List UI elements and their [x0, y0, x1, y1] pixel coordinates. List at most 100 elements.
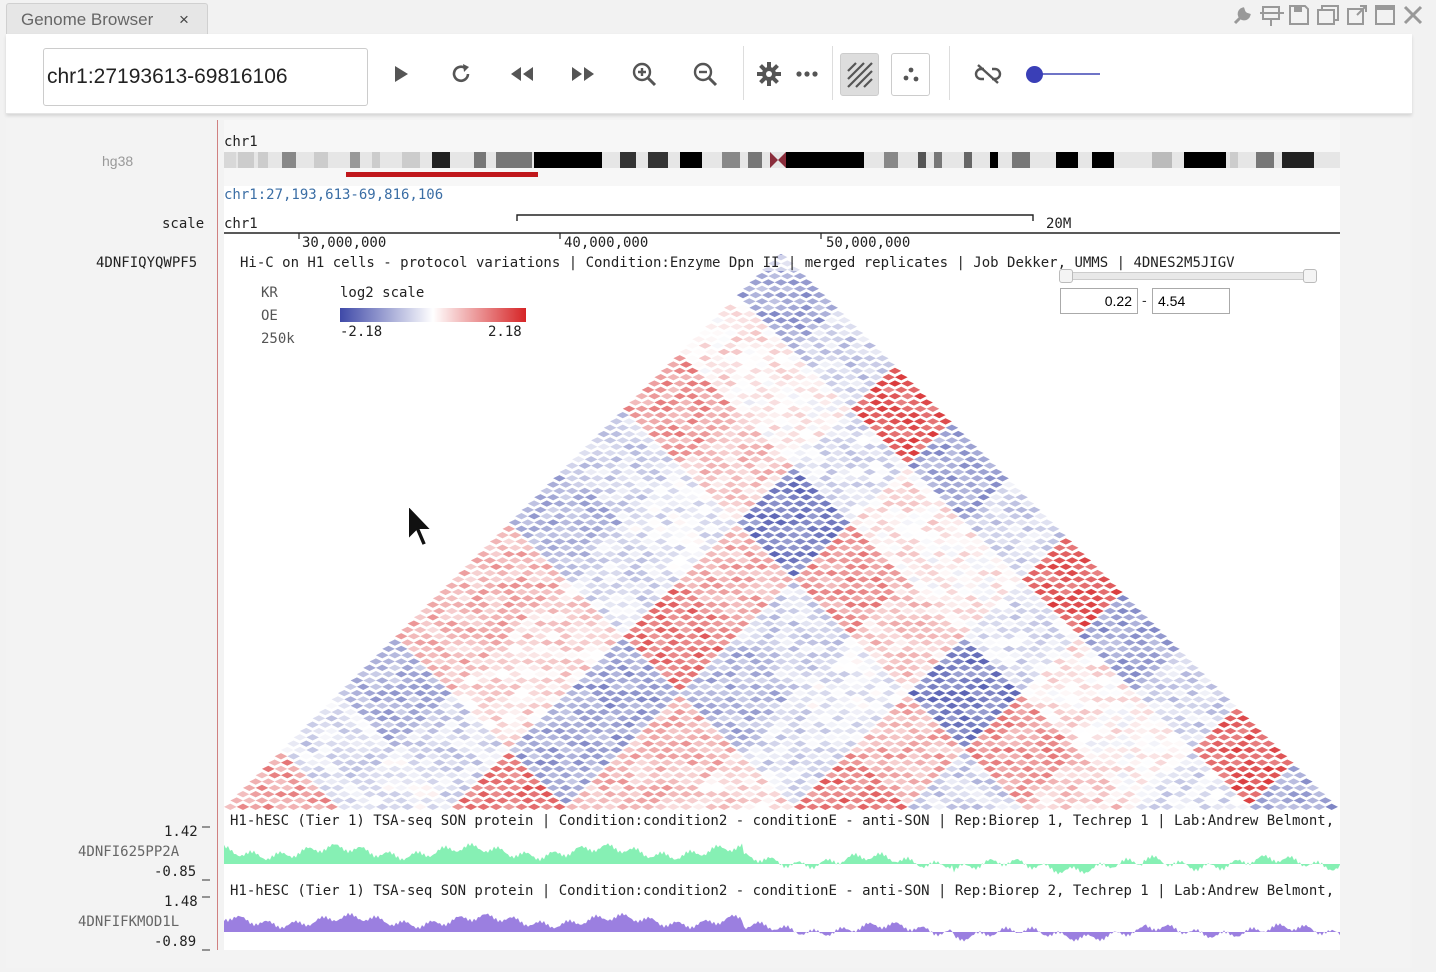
- ideogram-chrom: chr1: [224, 134, 258, 150]
- axis-ticks: [202, 826, 210, 951]
- signal1-min: -0.85: [154, 864, 197, 880]
- colorscale-title: log2 scale: [340, 285, 425, 301]
- signal-area: [224, 912, 1340, 942]
- signal1-track-id: 4DNFI625PP2A: [78, 844, 180, 860]
- toolbar-divider: [949, 46, 950, 100]
- rewind-icon[interactable]: [505, 57, 539, 91]
- slider-knob[interactable]: [1026, 66, 1043, 83]
- ideogram-band: [350, 152, 360, 168]
- scale-label: scale: [162, 216, 205, 232]
- zoom-out-icon[interactable]: [688, 57, 722, 91]
- close-tab-icon[interactable]: ×: [179, 10, 189, 29]
- ideogram-band: [372, 152, 380, 168]
- signal-track-2[interactable]: H1-hESC (Tier 1) TSA-seq SON protein | C…: [224, 884, 1340, 950]
- unlink-icon[interactable]: [971, 57, 1005, 91]
- ideogram-band: [432, 152, 450, 168]
- ideogram-band: [1256, 152, 1274, 168]
- signal1-title: H1-hESC (Tier 1) TSA-seq SON protein | C…: [230, 814, 1340, 829]
- range-handle-min[interactable]: [1059, 269, 1073, 283]
- tab-title: Genome Browser: [21, 10, 154, 29]
- centromere-icon: [770, 152, 786, 168]
- signal2-track-id: 4DNFIFKMOD1L: [78, 914, 180, 930]
- scatter-view-button[interactable]: [891, 53, 930, 96]
- track-view: hg38 scale 4DNFIQYQWPF5 1.42 4DNFI625PP2…: [6, 120, 1412, 968]
- ideogram-band: [282, 152, 296, 168]
- maximize-icon[interactable]: [1374, 4, 1396, 32]
- scale-tick-label: 30,000,000: [302, 235, 387, 251]
- hic-track[interactable]: Hi-C on H1 cells - protocol variations |…: [224, 254, 1340, 814]
- hic-track-title: Hi-C on H1 cells - protocol variations |…: [240, 255, 1235, 271]
- signal1-plot: [224, 842, 1340, 875]
- hic-range-slider[interactable]: [1059, 269, 1317, 283]
- ideogram-band: [314, 152, 328, 168]
- colorscale-bar: [340, 308, 526, 322]
- hic-normalization: KR: [261, 285, 278, 301]
- slider-track: [1034, 73, 1100, 75]
- scale-tick-label: 50,000,000: [826, 235, 911, 251]
- ideogram-band: [620, 152, 636, 168]
- signal1-max: 1.42: [164, 824, 198, 840]
- refresh-icon[interactable]: [444, 57, 478, 91]
- chromosome-ideogram[interactable]: [224, 152, 1340, 172]
- hic-track-id: 4DNFIQYQWPF5: [96, 255, 198, 271]
- scale-span: 20M: [1046, 216, 1072, 232]
- scatter-icon: [903, 67, 918, 81]
- range-handle-max[interactable]: [1303, 269, 1317, 283]
- tab-genome-browser[interactable]: Genome Browser ×: [6, 3, 208, 34]
- zoom-in-icon[interactable]: [627, 57, 661, 91]
- ideogram-region: chr1:27,193,613-69,816,106: [224, 187, 444, 203]
- ideogram-band: [964, 152, 972, 168]
- ideogram-band: [238, 152, 254, 168]
- locus-input[interactable]: [43, 48, 368, 106]
- ideogram-band: [224, 152, 236, 168]
- ideogram-band: [1184, 152, 1226, 168]
- current-region-marker: [346, 172, 538, 177]
- toolbar: [6, 34, 1412, 114]
- signal2-min: -0.89: [154, 934, 197, 950]
- ideogram-band: [1282, 152, 1314, 168]
- range-min-input[interactable]: [1060, 288, 1138, 314]
- ideogram-band: [918, 152, 926, 168]
- mouse-cursor: [407, 502, 435, 548]
- tracks-area: chr1 chr1:27,193,613-69,816,106 chr1 20M…: [224, 120, 1340, 950]
- tile-view-button[interactable]: [840, 53, 879, 96]
- play-icon[interactable]: [384, 57, 418, 91]
- ideogram-band: [648, 152, 668, 168]
- pin-icon[interactable]: [1260, 4, 1284, 32]
- hic-heatmap[interactable]: [224, 254, 1340, 814]
- signal-area: [224, 842, 1340, 875]
- ideogram-band: [534, 152, 602, 168]
- hatch-icon: [846, 61, 873, 88]
- close-window-icon[interactable]: [1402, 4, 1424, 32]
- range-dash: -: [1142, 292, 1147, 308]
- fast-forward-icon[interactable]: [566, 57, 600, 91]
- popout-icon[interactable]: [1346, 4, 1368, 32]
- ideogram-band: [1230, 152, 1238, 168]
- wrench-icon[interactable]: [1232, 4, 1254, 32]
- ideogram-band: [1012, 152, 1030, 168]
- hic-contact-cells: [224, 254, 1338, 810]
- genome-label: hg38: [102, 153, 134, 169]
- signal2-plot: [224, 912, 1340, 942]
- copy-icon[interactable]: [1316, 4, 1340, 32]
- track-names: hg38 scale 4DNFIQYQWPF5 1.42 4DNFI625PP2…: [6, 120, 216, 968]
- signal2-max: 1.48: [164, 894, 198, 910]
- save-icon[interactable]: [1288, 4, 1310, 32]
- range-max-input[interactable]: [1152, 288, 1230, 314]
- scale-chrom: chr1: [224, 216, 258, 232]
- ideogram-band: [990, 152, 998, 168]
- toolbar-divider: [832, 46, 833, 100]
- gear-icon[interactable]: [752, 57, 786, 91]
- ideogram-band: [474, 152, 486, 168]
- signal-track-1[interactable]: H1-hESC (Tier 1) TSA-seq SON protein | C…: [224, 814, 1340, 884]
- window-controls: [1232, 4, 1432, 28]
- hic-mode: OE: [261, 308, 278, 324]
- zoom-slider[interactable]: [1026, 66, 1101, 83]
- more-icon[interactable]: [790, 57, 824, 91]
- ideogram-band: [496, 152, 532, 168]
- ideogram-band: [934, 152, 942, 168]
- toolbar-divider: [743, 46, 744, 100]
- view-border: [217, 120, 218, 950]
- ideogram-band: [722, 152, 740, 168]
- scale-tick-label: 40,000,000: [564, 235, 649, 251]
